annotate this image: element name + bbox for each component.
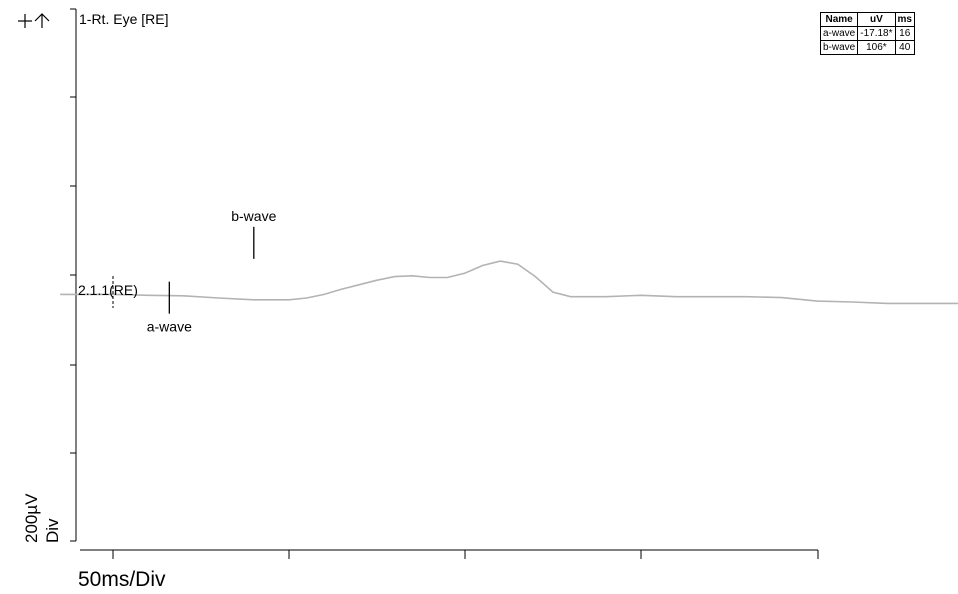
b-wave-label: b-wave <box>231 208 276 224</box>
add-icon[interactable] <box>18 14 32 28</box>
column-header: ms <box>894 12 915 27</box>
column-header: Name <box>819 12 859 27</box>
series-trace <box>60 260 958 305</box>
trace-label: 2.1.1(RE) <box>78 282 138 298</box>
table-cell: a-wave <box>819 26 859 41</box>
table-row: b-wave 106* 40 <box>819 40 915 55</box>
column-header: uV <box>857 12 896 27</box>
y-axis-label-unit: Div <box>43 518 62 543</box>
y-axis-label-value: 200µV <box>22 493 41 543</box>
table-cell: 106* <box>857 40 896 55</box>
table-header-row: Name uV ms <box>819 12 915 27</box>
table-cell: b-wave <box>819 40 859 55</box>
table-row: a-wave -17.18* 16 <box>819 26 915 41</box>
x-axis <box>80 549 819 559</box>
arrow-up-icon[interactable] <box>34 13 50 28</box>
x-axis-label: 50ms/Div <box>78 568 166 591</box>
a-wave-label: a-wave <box>147 319 192 335</box>
y-axis <box>70 8 77 542</box>
chart-title: 1-Rt. Eye [RE] <box>79 11 168 27</box>
table-cell: 16 <box>894 26 915 41</box>
results-table: Name uV ms a-wave -17.18* 16 b-wave 106*… <box>819 12 915 55</box>
table-cell: 40 <box>894 40 915 55</box>
table-cell: -17.18* <box>857 26 896 41</box>
peak-markers: a-wave b-wave <box>147 208 277 335</box>
